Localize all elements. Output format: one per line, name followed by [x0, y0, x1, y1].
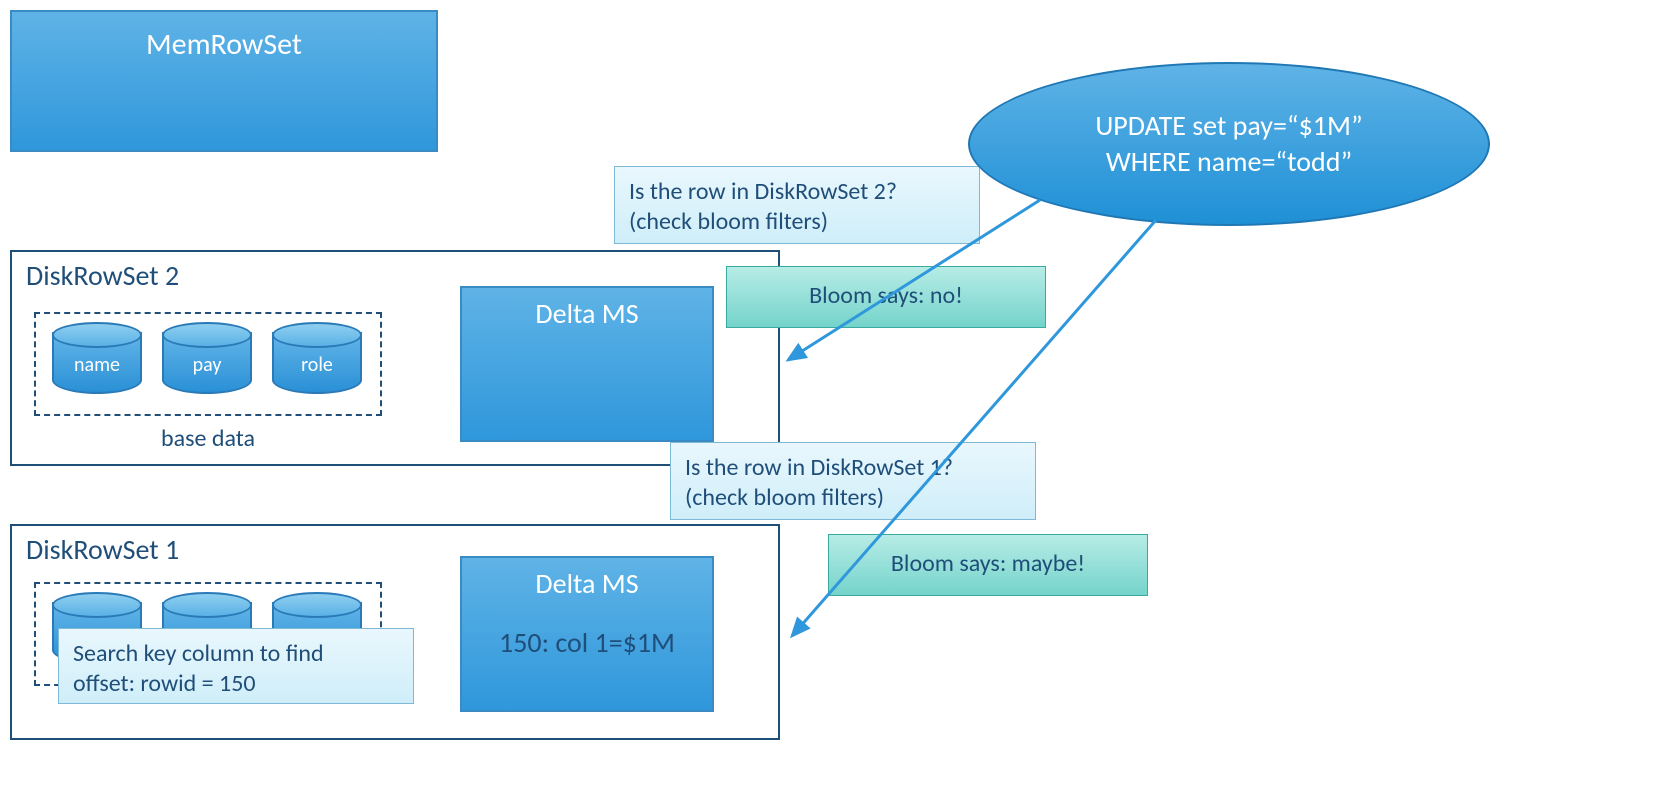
drs2-delta-title: Delta MS — [462, 296, 712, 331]
callout-search-key: Search key column to find offset: rowid … — [58, 628, 414, 704]
drs1-delta-content: 150: col 1=$1M — [462, 625, 712, 660]
callout-q1-line1: Is the row in DiskRowSet 1? — [685, 453, 1021, 483]
callout-check-drs2: Is the row in DiskRowSet 2? (check bloom… — [614, 166, 980, 244]
bloom-result-maybe: Bloom says: maybe! — [828, 534, 1148, 596]
callout-q2-line2: (check bloom filters) — [629, 207, 965, 237]
drs1-delta-title: Delta MS — [462, 566, 712, 601]
bloom-no-label: Bloom says: no! — [809, 281, 963, 310]
callout-search-line1: Search key column to find — [73, 639, 399, 669]
drs2-delta-ms: Delta MS — [460, 286, 714, 442]
callout-search-line2: offset: rowid = 150 — [73, 669, 399, 699]
update-line1: UPDATE set pay=“$1M” — [970, 108, 1488, 144]
drs1-delta-ms: Delta MS 150: col 1=$1M — [460, 556, 714, 712]
bloom-maybe-label: Bloom says: maybe! — [891, 549, 1085, 578]
callout-q1-line2: (check bloom filters) — [685, 483, 1021, 513]
bloom-result-no: Bloom says: no! — [726, 266, 1046, 328]
callout-q2-line1: Is the row in DiskRowSet 2? — [629, 177, 965, 207]
callout-check-drs1: Is the row in DiskRowSet 1? (check bloom… — [670, 442, 1036, 520]
update-line2: WHERE name=“todd” — [970, 144, 1488, 180]
update-query-ellipse: UPDATE set pay=“$1M” WHERE name=“todd” — [968, 62, 1490, 226]
